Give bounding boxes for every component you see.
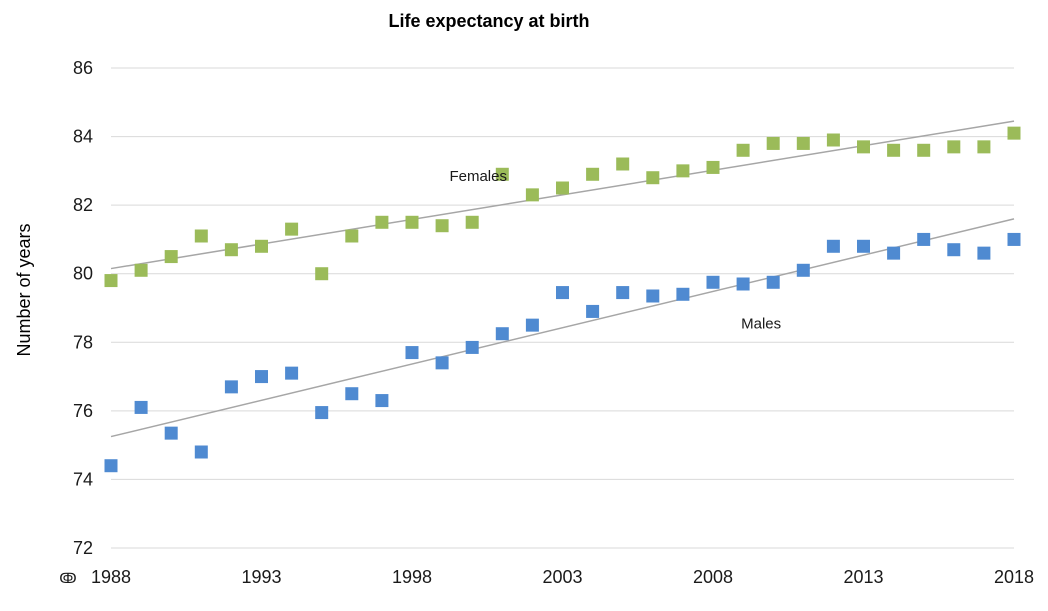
females-point-1996 xyxy=(345,229,359,243)
males-point-1999 xyxy=(435,356,449,370)
females-point-2006 xyxy=(646,171,660,185)
x-tick-label: 1998 xyxy=(392,567,432,587)
females-point-2010 xyxy=(766,136,780,150)
females-point-1993 xyxy=(255,239,268,253)
males-point-2006 xyxy=(646,289,660,303)
males-point-2012 xyxy=(826,239,840,253)
females-series xyxy=(104,126,1021,288)
trend-lines xyxy=(110,120,1015,438)
males-point-2004 xyxy=(586,304,600,318)
females-point-2016 xyxy=(947,140,961,154)
y-tick-label: 82 xyxy=(73,195,93,215)
females-point-2012 xyxy=(826,133,840,147)
y-tick-label: 86 xyxy=(73,58,93,78)
males-point-2014 xyxy=(887,246,901,260)
females-point-2017 xyxy=(977,140,991,154)
females-point-2008 xyxy=(706,160,720,174)
females-point-1988 xyxy=(104,274,118,288)
females-point-2007 xyxy=(676,164,690,178)
females-point-1994 xyxy=(285,222,299,236)
females-point-2000 xyxy=(465,215,479,229)
x-tick-labels: 1988 1993 1998 2003 2008 2013 2018 xyxy=(91,567,1034,587)
y-tick-label: 72 xyxy=(73,538,93,558)
males-point-2008 xyxy=(706,275,720,289)
females-point-2003 xyxy=(556,181,569,195)
females-point-1998 xyxy=(405,215,419,229)
y-tick-label: 76 xyxy=(73,401,93,421)
females-point-2014 xyxy=(887,143,901,157)
males-point-1990 xyxy=(164,426,178,440)
males-point-2001 xyxy=(495,327,509,341)
x-tick-label: 2018 xyxy=(994,567,1034,587)
males-point-2005 xyxy=(616,286,630,300)
x-axis-marker: ↂ xyxy=(59,570,76,586)
data-points xyxy=(104,126,1021,473)
males-series xyxy=(104,232,1021,473)
males-point-2018 xyxy=(1007,232,1021,246)
males-point-1988 xyxy=(104,459,118,473)
males-point-1998 xyxy=(405,346,419,360)
y-tick-label: 74 xyxy=(73,469,93,489)
x-tick-label: 1993 xyxy=(241,567,281,587)
females-point-1995 xyxy=(315,267,329,281)
y-tick-label: 84 xyxy=(73,127,93,147)
males-point-2007 xyxy=(676,287,690,301)
x-tick-label: 2013 xyxy=(843,567,883,587)
y-tick-label: 78 xyxy=(73,332,93,352)
males-point-2017 xyxy=(977,246,991,260)
females-point-2002 xyxy=(525,188,539,202)
males-point-1993 xyxy=(255,370,268,384)
females-point-2001 xyxy=(495,167,509,181)
females-point-1990 xyxy=(164,250,178,264)
females-point-1999 xyxy=(435,219,449,233)
males-point-2010 xyxy=(766,275,780,289)
males-point-2002 xyxy=(525,318,539,332)
x-tick-label: 1988 xyxy=(91,567,131,587)
females-point-1992 xyxy=(224,243,238,257)
males-point-2016 xyxy=(947,243,961,257)
series-annotations: Females Males xyxy=(449,168,781,332)
males-point-2015 xyxy=(917,232,931,246)
males-point-1991 xyxy=(194,445,208,459)
females-point-2018 xyxy=(1007,126,1021,140)
females-point-2015 xyxy=(917,143,931,157)
females-point-2009 xyxy=(736,143,750,157)
females-trend-line xyxy=(110,120,1015,270)
gridlines xyxy=(111,67,1014,549)
males-point-2009 xyxy=(736,277,750,291)
females-point-1997 xyxy=(375,215,389,229)
females-point-2013 xyxy=(857,140,870,154)
females-point-2004 xyxy=(586,167,600,181)
females-point-1989 xyxy=(134,263,148,277)
males-annotation: Males xyxy=(741,316,781,333)
y-tick-labels: 72 74 76 78 80 82 84 86 xyxy=(73,58,93,558)
males-point-2011 xyxy=(796,263,810,277)
females-point-2011 xyxy=(796,136,810,150)
males-point-2000 xyxy=(465,340,479,354)
chart-title: Life expectancy at birth xyxy=(388,11,589,31)
males-point-2013 xyxy=(857,239,870,253)
females-annotation: Females xyxy=(449,168,507,185)
males-point-1995 xyxy=(315,406,329,420)
males-point-1997 xyxy=(375,394,389,408)
y-tick-label: 80 xyxy=(73,264,93,284)
males-point-1989 xyxy=(134,400,148,414)
y-axis-label: Number of years xyxy=(14,223,34,356)
males-point-1992 xyxy=(224,380,238,394)
males-trend-line xyxy=(110,218,1015,438)
males-point-2003 xyxy=(556,286,569,300)
males-point-1996 xyxy=(345,387,359,401)
males-point-1994 xyxy=(285,366,299,380)
x-tick-label: 2003 xyxy=(542,567,582,587)
x-tick-label: 2008 xyxy=(693,567,733,587)
females-point-2005 xyxy=(616,157,630,171)
females-point-1991 xyxy=(194,229,208,243)
